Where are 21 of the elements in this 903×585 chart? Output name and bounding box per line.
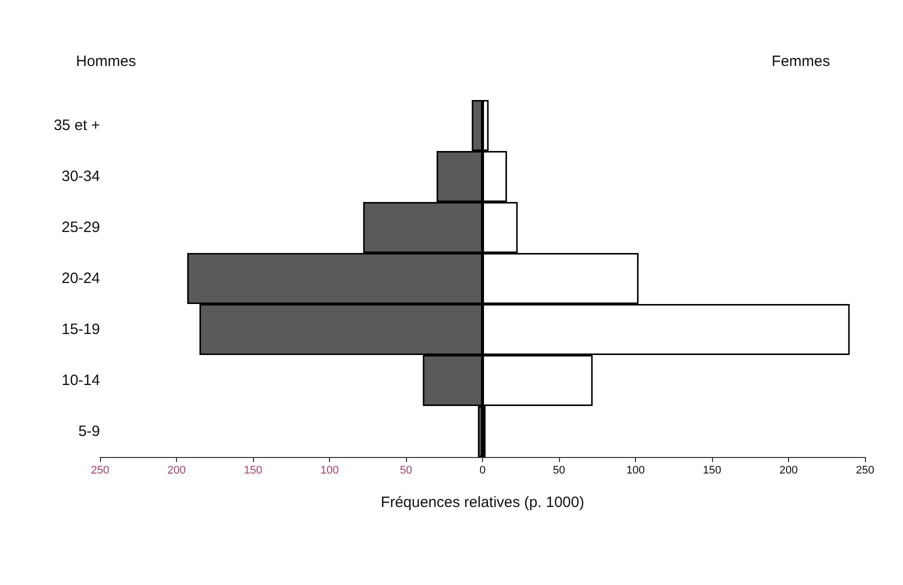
- y-tick-label: 30-34: [62, 168, 100, 185]
- x-tick-label: 50: [400, 464, 412, 476]
- y-tick-label: 5-9: [78, 423, 100, 440]
- x-tick-label: 150: [702, 464, 722, 476]
- x-tick-label: 100: [320, 464, 339, 476]
- x-tick-label: 0: [479, 464, 486, 476]
- text: Hommes: [76, 53, 136, 70]
- y-tick-label: 25-29: [62, 219, 100, 236]
- y-tick-label: 10-14: [62, 372, 100, 389]
- x-tick-label: 150: [244, 464, 262, 476]
- y-tick-label: 20-24: [62, 270, 100, 287]
- x-tick-label: 200: [167, 464, 186, 476]
- x-tick-label: 100: [626, 464, 645, 476]
- x-tick-label: 250: [90, 464, 110, 476]
- x-tick-label: 250: [856, 464, 874, 476]
- y-tick-label: 35 et +: [54, 117, 100, 134]
- x-tick-label: 200: [779, 464, 798, 476]
- text: Femmes: [772, 53, 830, 70]
- y-tick-label: 15-19: [62, 321, 100, 338]
- x-tick-label: 50: [552, 464, 566, 476]
- x-axis-title: Fréquences relatives (p. 1000): [380, 494, 584, 511]
